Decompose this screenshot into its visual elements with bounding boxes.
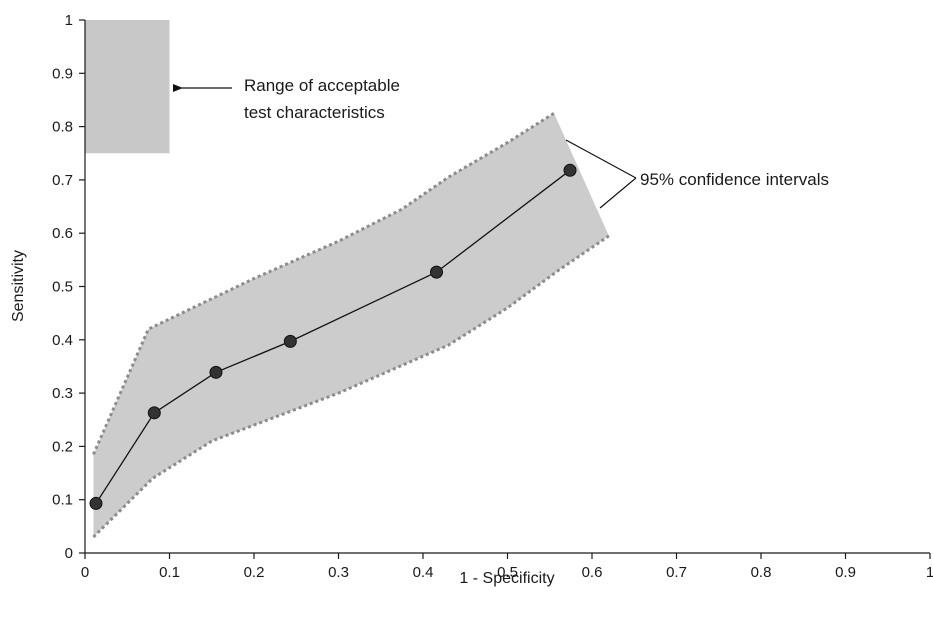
acceptable-range-label-line2: test characteristics [244,103,385,122]
x-tick-label: 0.2 [244,564,265,581]
acceptable-range-label-line1: Range of acceptable [244,76,400,95]
y-axis-title: Sensitivity [10,250,27,322]
x-tick-label: 0.6 [582,564,603,581]
x-tick-label: 0.4 [413,564,434,581]
y-tick-label: 0.9 [52,65,73,82]
y-tick-label: 0.6 [52,225,73,242]
acceptable-region [85,20,170,154]
confidence-upper-bound [92,112,555,455]
y-tick-label: 0.2 [52,438,73,455]
annotations: Range of acceptable test characteristics… [173,76,829,209]
y-tick-label: 0.7 [52,172,73,189]
confidence-band [93,113,609,538]
tick-marks: 0 0.1 0.2 0.3 0.4 0.5 0.6 0.7 0.8 0.9 1 0 0.1 0.2 0.3 0… [52,12,933,581]
confidence-lower-bound [92,234,610,539]
ci-leader-upper [565,139,637,179]
x-axis-title: 1 - Specificity [459,570,554,587]
y-tick-label: 0.8 [52,119,73,136]
ci-leader-lower [599,177,637,209]
y-tick-label: 0.1 [52,492,73,509]
ci-label: 95% confidence intervals [640,170,829,189]
y-tick-label: 0.5 [52,279,73,296]
y-tick-label: 1 [65,12,73,29]
y-tick-label: 0.4 [52,332,73,349]
x-tick-label: 0 [81,564,89,581]
roc-curve-line [95,169,571,504]
x-tick-label: 0.8 [751,564,772,581]
roc-point-6 [563,163,577,177]
plot-area [85,20,610,539]
roc-point-1 [89,496,103,510]
x-tick-label: 0.5 [497,564,518,581]
roc-point-3 [209,365,223,379]
x-tick-label: 0.1 [159,564,180,581]
roc-point-4 [283,334,297,348]
x-tick-label: 0.9 [835,564,856,581]
x-tick-label: 1 [926,564,933,581]
x-tick-label: 0.7 [666,564,687,581]
y-tick-label: 0 [65,545,73,562]
x-tick-label: 0.3 [328,564,349,581]
roc-point-5 [430,265,444,279]
roc-point-2 [147,406,161,420]
y-tick-label: 0.3 [52,385,73,402]
